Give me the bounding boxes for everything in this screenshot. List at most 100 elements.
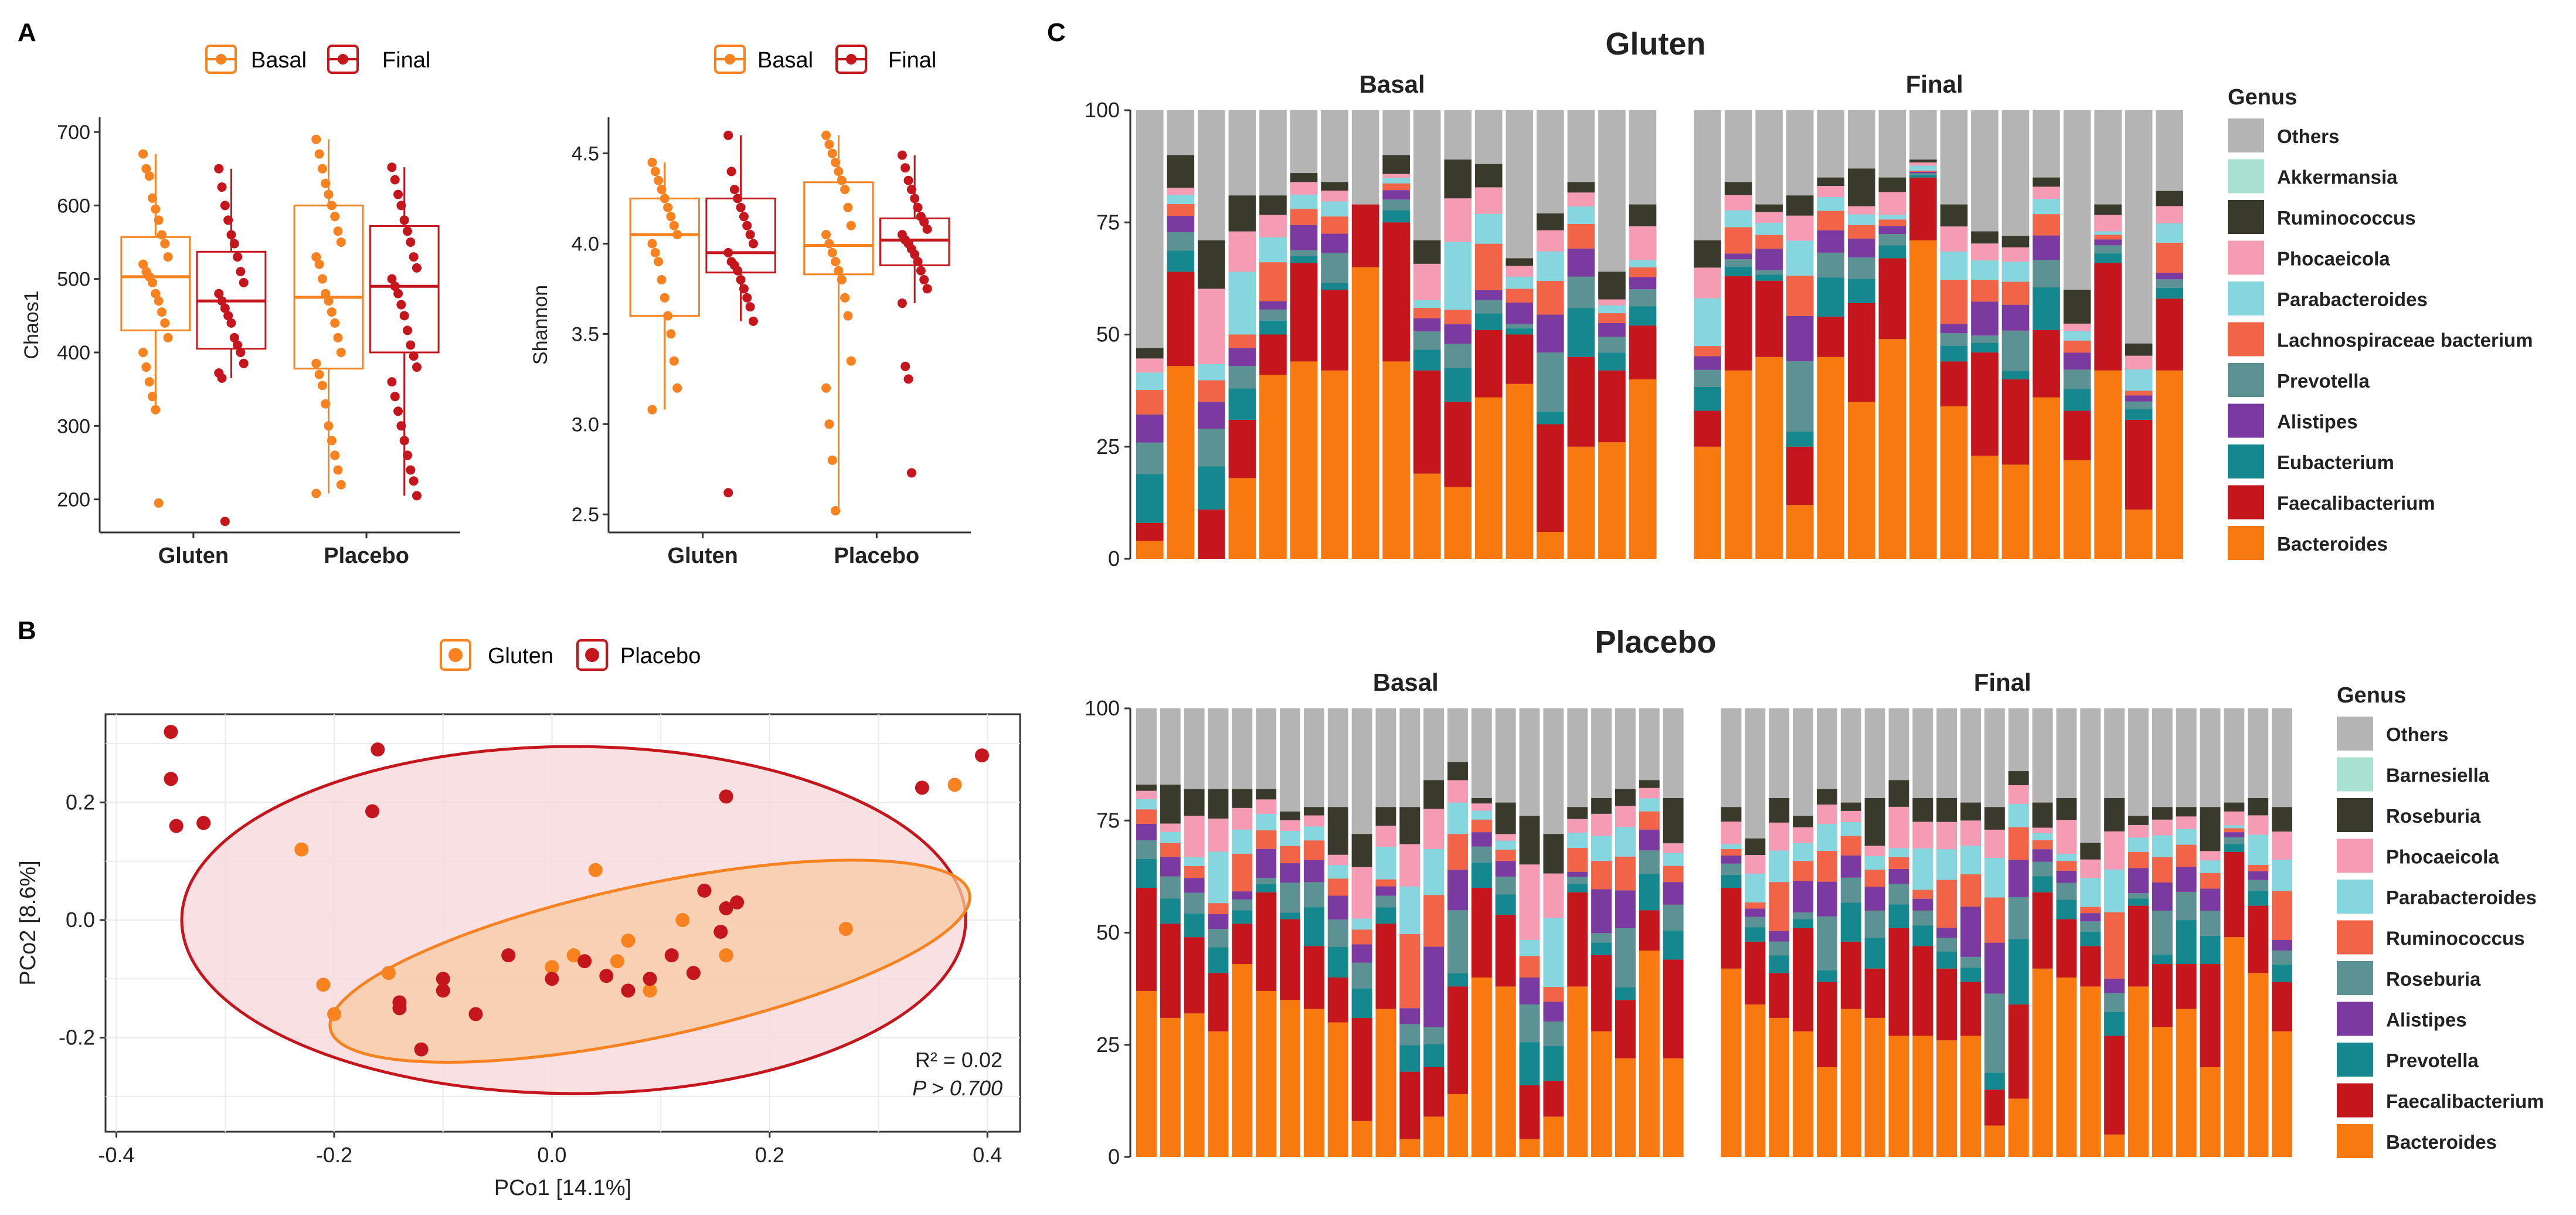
data-point (654, 175, 664, 185)
stacked-bar (1290, 110, 1318, 559)
panel-title: Placebo (1595, 625, 1716, 660)
segment-eubacterium (1615, 987, 1636, 1000)
segment-eubacterium (2063, 389, 2091, 411)
segment-ruminococcus (1537, 213, 1564, 230)
segment-alistipes (1755, 249, 1783, 270)
segment-eubacterium (2125, 409, 2153, 420)
segment-eubacterium (1198, 466, 1225, 510)
facet-title: Basal (1373, 668, 1439, 696)
segment-lachnospiraceae-bacterium (1321, 216, 1348, 234)
segment-phocaeicola (2125, 355, 2153, 370)
segment-lachnospiraceae-bacterium (1232, 853, 1253, 892)
segment-alistipes (2272, 940, 2292, 951)
box-gluten-basal (120, 149, 191, 508)
segment-phocaeicola (2032, 827, 2053, 833)
data-point (233, 252, 243, 262)
segment-alistipes (2200, 888, 2221, 911)
y-tick-label: 4.0 (572, 233, 599, 255)
segment-alistipes (2063, 352, 2091, 370)
segment-parabacteroides (1423, 849, 1445, 895)
segment-prevotella (1228, 366, 1256, 389)
legend-label: Parabacteroides (2277, 289, 2428, 310)
data-point (314, 369, 324, 379)
segment-faecalibacterium (1184, 937, 1205, 1014)
segment-bacteroides (1495, 986, 1516, 1157)
stacked-bar (1971, 110, 1999, 559)
segment-eubacterium (1136, 474, 1164, 523)
segment-alistipes (1724, 253, 1752, 260)
segment-eubacterium (1639, 874, 1660, 911)
data-point (824, 140, 834, 150)
segment-ruminococcus (1506, 258, 1534, 266)
point-placebo (730, 895, 745, 909)
segment-parabacteroides (1878, 215, 1906, 220)
point-gluten (327, 1007, 341, 1021)
segment-ruminococcus (2063, 290, 2091, 324)
stacked-bar (1816, 708, 1837, 1157)
segment-faecalibacterium (1848, 303, 1875, 402)
segment-parabacteroides (1136, 372, 1164, 391)
segment-eubacterium (1447, 973, 1468, 987)
segment-alistipes (1537, 314, 1564, 353)
point-placebo (436, 972, 450, 986)
segment-bacteroides (1591, 1031, 1612, 1157)
data-point (723, 130, 733, 140)
segment-faecalibacterium (2063, 410, 2091, 460)
stacked-bar (1136, 110, 1164, 559)
segment-parabacteroides (1475, 213, 1503, 244)
segment-lachnospiraceae-bacterium (2056, 861, 2077, 871)
segment-alistipes (1259, 301, 1287, 310)
segment-faecalibacterium (1817, 316, 1844, 357)
legend-label: Eubacterium (2277, 452, 2394, 473)
data-point (650, 167, 660, 177)
segment-alistipes (1840, 855, 1861, 878)
segment-parabacteroides (1184, 857, 1205, 866)
legend-swatch (2337, 961, 2373, 995)
segment-eubacterium (1912, 925, 1933, 946)
segment-ruminococcus (1423, 780, 1445, 809)
y-tick-label: 300 (57, 415, 90, 437)
stacked-bar (1909, 110, 1937, 559)
y-tick-label: 50 (1096, 921, 1120, 945)
legend-label: Akkermansia (2277, 167, 2398, 188)
stacked-bar (1303, 708, 1324, 1157)
point-placebo (371, 742, 385, 757)
segment-lachnospiraceae-bacterium (1471, 819, 1492, 833)
segment-phocaeicola (1912, 822, 1933, 849)
segment-parabacteroides (1912, 848, 1933, 890)
data-point (336, 480, 346, 490)
segment-parabacteroides (1591, 836, 1612, 861)
segment-eubacterium (1495, 894, 1516, 915)
segment-alistipes (2128, 868, 2149, 894)
data-point (317, 274, 327, 284)
data-point (723, 247, 733, 257)
data-point (745, 302, 755, 312)
data-point (220, 303, 230, 313)
data-point (650, 247, 660, 257)
segment-phocaeicola (1259, 215, 1287, 237)
segment-eubacterium (1506, 328, 1534, 335)
segment-ruminococcus (1755, 204, 1783, 212)
segment-parabacteroides (2094, 231, 2122, 235)
segment-ruminococcus (1816, 789, 1837, 805)
segment-alistipes (1864, 887, 1885, 911)
segment-bacteroides (1755, 357, 1783, 559)
segment-alistipes (1495, 861, 1516, 877)
data-point (311, 358, 321, 368)
segment-bacteroides (1598, 442, 1626, 559)
segment-faecalibacterium (1591, 955, 1612, 1031)
segment-parabacteroides (2033, 199, 2060, 215)
stacked-bar (1136, 708, 1157, 1157)
segment-faecalibacterium (1567, 357, 1595, 447)
stacked-bar (2094, 110, 2122, 559)
segment-eubacterium (2104, 1012, 2125, 1036)
segment-prevotella (2200, 911, 2221, 936)
segment-bacteroides (2248, 973, 2269, 1157)
data-point (827, 148, 837, 158)
segment-phocaeicola (1303, 815, 1324, 827)
data-point (827, 247, 837, 257)
segment-bacteroides (1290, 361, 1318, 559)
segment-faecalibacterium (1303, 946, 1324, 1009)
segment-faecalibacterium (1793, 928, 1813, 1031)
segment-eubacterium (2128, 898, 2149, 906)
